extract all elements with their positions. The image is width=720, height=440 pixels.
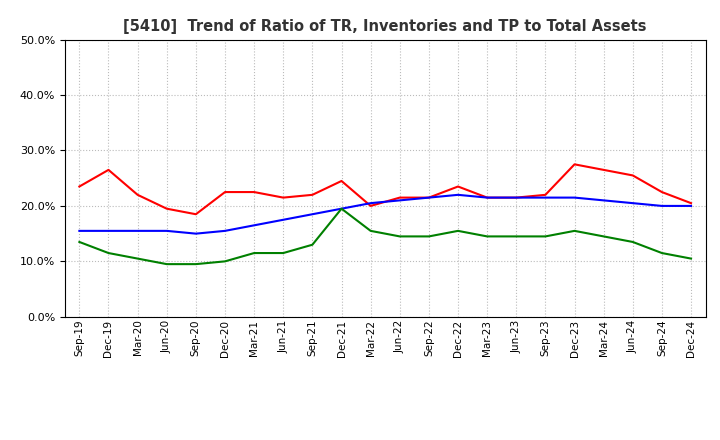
Inventories bbox=[512, 195, 521, 200]
Trade Receivables bbox=[483, 195, 492, 200]
Trade Payables bbox=[483, 234, 492, 239]
Trade Payables bbox=[454, 228, 462, 234]
Trade Receivables bbox=[133, 192, 142, 198]
Inventories bbox=[629, 201, 637, 206]
Inventories bbox=[541, 195, 550, 200]
Inventories bbox=[250, 223, 258, 228]
Trade Payables bbox=[75, 239, 84, 245]
Trade Receivables bbox=[395, 195, 404, 200]
Trade Receivables bbox=[629, 173, 637, 178]
Trade Payables bbox=[104, 250, 113, 256]
Inventories bbox=[425, 195, 433, 200]
Trade Payables bbox=[337, 206, 346, 211]
Trade Payables bbox=[599, 234, 608, 239]
Trade Receivables bbox=[599, 167, 608, 172]
Trade Receivables bbox=[192, 212, 200, 217]
Trade Receivables bbox=[425, 195, 433, 200]
Trade Receivables bbox=[541, 192, 550, 198]
Inventories bbox=[220, 228, 229, 234]
Trade Receivables bbox=[250, 189, 258, 194]
Inventories bbox=[366, 201, 375, 206]
Inventories bbox=[104, 228, 113, 234]
Inventories bbox=[483, 195, 492, 200]
Trade Payables bbox=[250, 250, 258, 256]
Inventories bbox=[75, 228, 84, 234]
Line: Inventories: Inventories bbox=[79, 195, 691, 234]
Trade Receivables bbox=[570, 161, 579, 167]
Trade Receivables bbox=[657, 189, 666, 194]
Line: Trade Payables: Trade Payables bbox=[79, 209, 691, 264]
Trade Payables bbox=[133, 256, 142, 261]
Inventories bbox=[599, 198, 608, 203]
Inventories bbox=[687, 203, 696, 209]
Trade Payables bbox=[425, 234, 433, 239]
Trade Receivables bbox=[366, 203, 375, 209]
Trade Payables bbox=[570, 228, 579, 234]
Inventories bbox=[279, 217, 287, 222]
Inventories bbox=[395, 198, 404, 203]
Trade Receivables bbox=[104, 167, 113, 172]
Trade Receivables bbox=[512, 195, 521, 200]
Line: Trade Receivables: Trade Receivables bbox=[79, 164, 691, 214]
Trade Payables bbox=[308, 242, 317, 247]
Trade Receivables bbox=[454, 184, 462, 189]
Trade Receivables bbox=[75, 184, 84, 189]
Trade Payables bbox=[629, 239, 637, 245]
Trade Payables bbox=[395, 234, 404, 239]
Trade Payables bbox=[687, 256, 696, 261]
Trade Payables bbox=[163, 261, 171, 267]
Inventories bbox=[570, 195, 579, 200]
Trade Payables bbox=[366, 228, 375, 234]
Trade Payables bbox=[657, 250, 666, 256]
Trade Payables bbox=[192, 261, 200, 267]
Trade Payables bbox=[279, 250, 287, 256]
Inventories bbox=[133, 228, 142, 234]
Title: [5410]  Trend of Ratio of TR, Inventories and TP to Total Assets: [5410] Trend of Ratio of TR, Inventories… bbox=[123, 19, 647, 34]
Inventories bbox=[337, 206, 346, 211]
Inventories bbox=[308, 212, 317, 217]
Trade Receivables bbox=[279, 195, 287, 200]
Trade Receivables bbox=[308, 192, 317, 198]
Trade Receivables bbox=[163, 206, 171, 211]
Trade Payables bbox=[512, 234, 521, 239]
Trade Payables bbox=[220, 259, 229, 264]
Inventories bbox=[163, 228, 171, 234]
Trade Receivables bbox=[687, 201, 696, 206]
Inventories bbox=[454, 192, 462, 198]
Trade Receivables bbox=[337, 178, 346, 183]
Inventories bbox=[192, 231, 200, 236]
Inventories bbox=[657, 203, 666, 209]
Trade Receivables bbox=[220, 189, 229, 194]
Trade Payables bbox=[541, 234, 550, 239]
